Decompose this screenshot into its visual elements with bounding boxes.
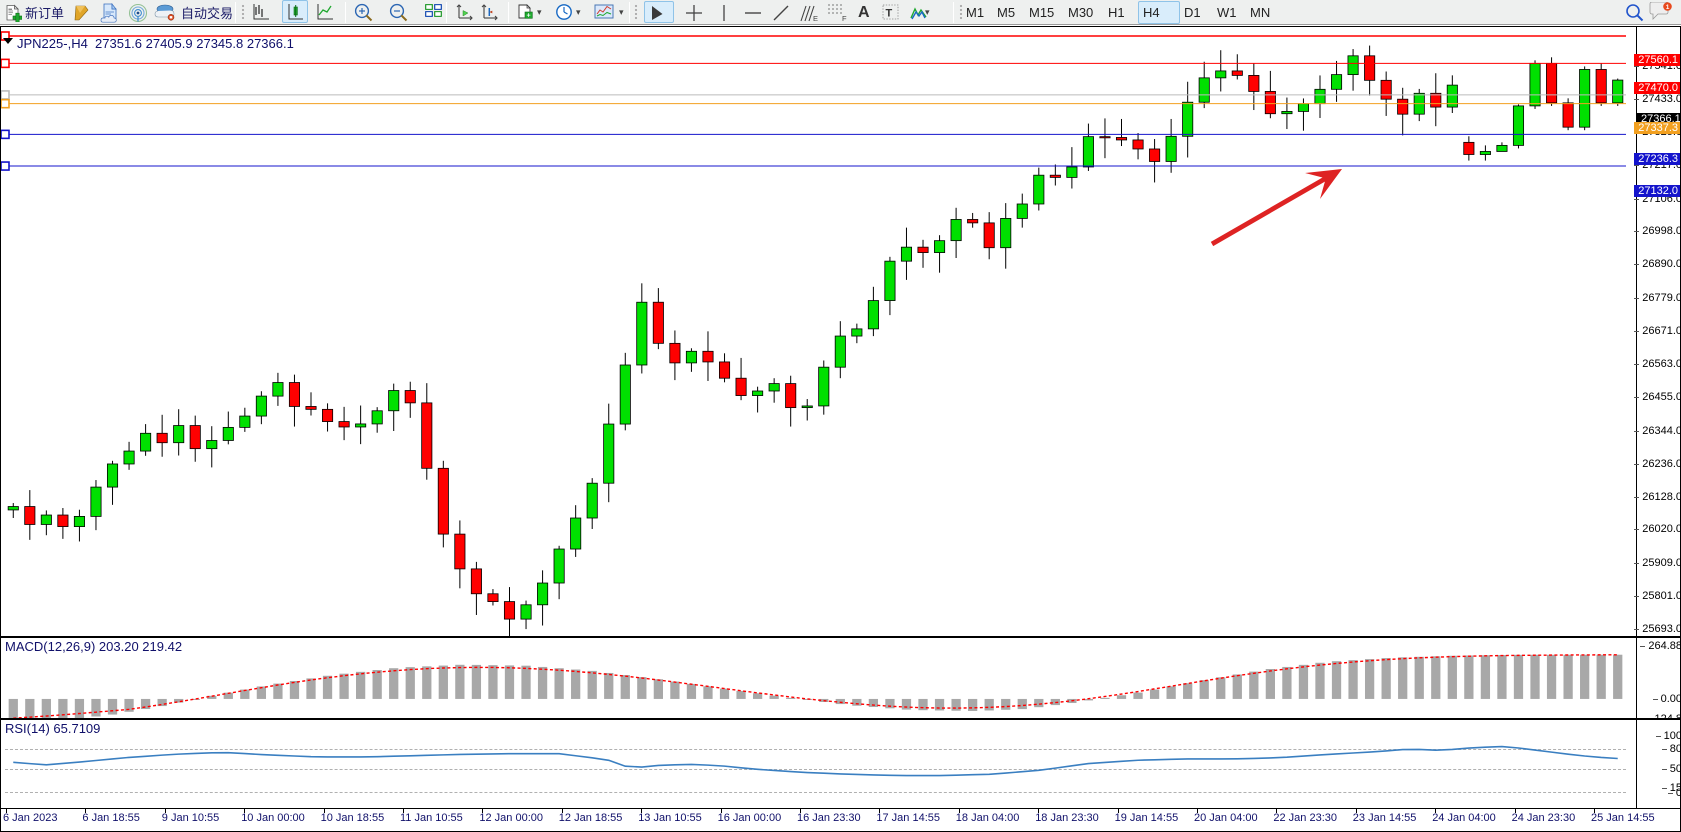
svg-text:T: T xyxy=(886,7,893,19)
svg-text:E: E xyxy=(813,14,818,22)
svg-text:1: 1 xyxy=(1666,4,1670,11)
svg-text:F: F xyxy=(842,14,847,22)
